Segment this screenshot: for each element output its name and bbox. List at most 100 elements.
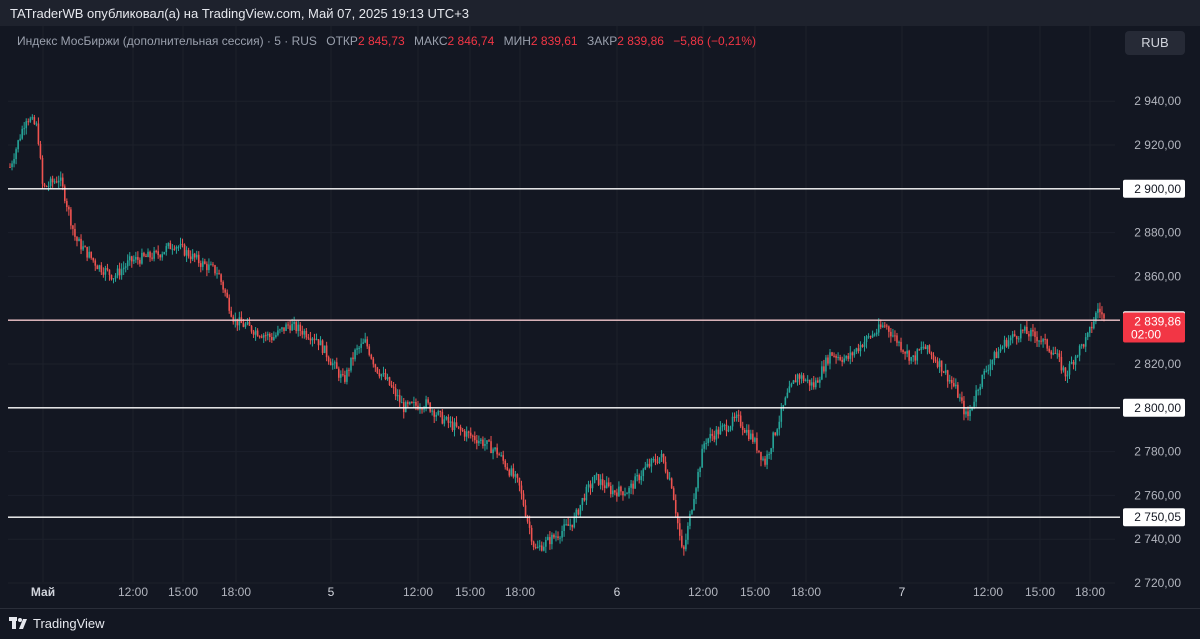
candle-body [43, 183, 46, 187]
candle-body [423, 407, 425, 410]
candle-body [719, 427, 722, 435]
candle-body [171, 248, 174, 250]
candle-body [157, 251, 159, 256]
candle-body [488, 440, 490, 442]
candle-body [51, 178, 54, 183]
candle-body [745, 429, 748, 433]
candle-body [569, 524, 571, 526]
candle-body [934, 359, 937, 362]
candle-body [374, 364, 377, 368]
candle-body [222, 281, 224, 290]
candle-body [72, 225, 74, 229]
candle-body [961, 397, 963, 401]
candle-body [516, 474, 519, 478]
candle-body [912, 355, 915, 358]
candle-body [155, 250, 157, 252]
candle-body [957, 384, 959, 398]
candle-body [557, 536, 559, 538]
candle-body [208, 264, 210, 271]
candle-body [411, 402, 413, 404]
candle-body [758, 450, 760, 452]
candle-body [540, 545, 543, 551]
candle-body [638, 475, 641, 481]
candle-body [953, 383, 955, 387]
candle-body [283, 327, 285, 331]
candle-body [437, 411, 440, 415]
candle-body [632, 483, 634, 489]
candle-body [510, 468, 513, 476]
candle-body [88, 251, 90, 258]
candle-body [573, 516, 576, 528]
candle-body [386, 377, 389, 380]
candle-body [538, 545, 541, 547]
symbol-name[interactable]: Индекс МосБиржи (дополнительная сессия) … [17, 34, 317, 48]
candle-body [849, 352, 852, 359]
price-chart[interactable]: Май 12:00 15:00 18:00 5 12:00 15:00 18:00 6 12:00… [0, 26, 1200, 608]
candle-body [285, 324, 287, 331]
x-tick-label: 18:00 [505, 585, 535, 599]
candle-body [246, 321, 249, 325]
candle-body [396, 395, 399, 397]
candle-body [526, 516, 529, 522]
currency-button[interactable]: RUB [1125, 31, 1185, 55]
candle-body [204, 261, 206, 264]
candle-body [445, 416, 448, 420]
candle-body [86, 246, 88, 258]
candle-body [955, 384, 957, 387]
candle-body [999, 348, 1002, 352]
candle-body [1101, 312, 1103, 315]
candle-body [281, 327, 283, 330]
candle-body [366, 339, 369, 347]
candle-body [766, 454, 768, 465]
candle-body [922, 346, 925, 348]
candle-body [419, 408, 421, 410]
candle-body [313, 338, 316, 340]
candle-body [1084, 337, 1087, 347]
candle-body [220, 274, 222, 282]
candle-body [1095, 312, 1097, 322]
candle-body [762, 458, 764, 460]
candle-body [664, 461, 667, 472]
candle-body [173, 248, 176, 250]
candle-body [709, 433, 712, 439]
candle-body [74, 228, 76, 237]
candle-body [177, 246, 180, 248]
candle-body [796, 374, 799, 383]
candle-body [1007, 340, 1010, 347]
candle-body [433, 410, 436, 417]
candle-body [607, 482, 610, 487]
candle-body [305, 330, 308, 338]
candle-body [102, 272, 105, 275]
candle-body [295, 321, 297, 332]
candle-body [843, 358, 846, 362]
candle-body [642, 469, 645, 477]
candle-body [707, 438, 710, 444]
candle-body [1082, 344, 1085, 347]
candle-body [668, 478, 671, 480]
candle-body [197, 254, 200, 264]
candle-body [384, 373, 387, 380]
chart-area[interactable]: Май 12:00 15:00 18:00 5 12:00 15:00 18:00 6 12:00… [0, 26, 1200, 608]
candle-body [189, 256, 192, 260]
candle-body [301, 330, 304, 335]
candle-body [114, 275, 117, 279]
candle-body [536, 546, 539, 549]
candle-body [879, 324, 882, 328]
candle-body [875, 332, 878, 335]
candle-body [1091, 326, 1093, 329]
candle-body [715, 429, 718, 440]
candle-body [199, 263, 202, 267]
candle-body [681, 535, 683, 547]
candle-body [942, 371, 945, 373]
candle-body [563, 524, 565, 531]
candle-body [303, 330, 306, 335]
candle-body [76, 236, 78, 242]
candle-body [354, 349, 356, 360]
candle-body [465, 431, 468, 437]
candle-body [1011, 334, 1014, 338]
candle-body [232, 316, 235, 322]
candle-body [315, 339, 318, 341]
candle-body [804, 380, 807, 382]
candle-body [153, 250, 155, 259]
candle-body [394, 388, 397, 397]
